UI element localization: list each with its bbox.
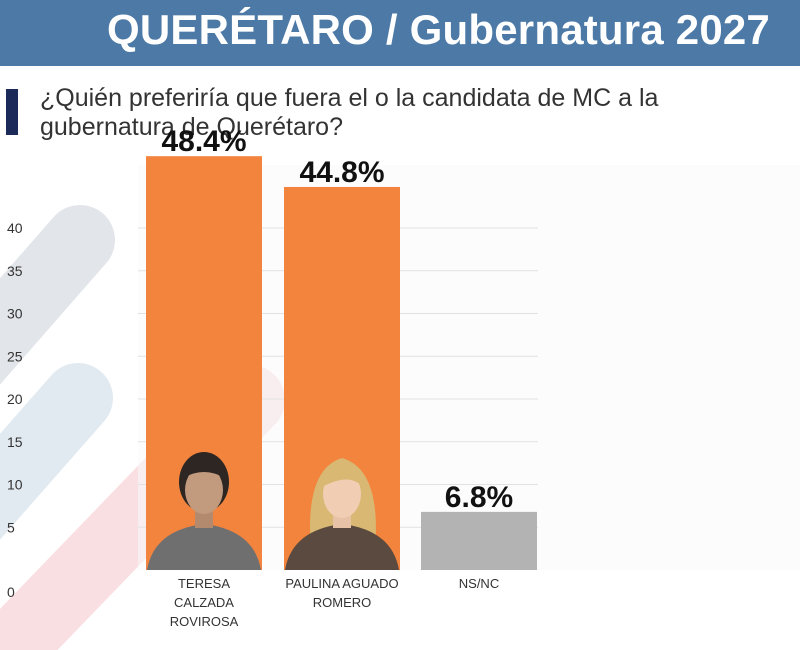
question-accent-bar xyxy=(6,89,18,135)
watermark-stroke-blue xyxy=(0,363,113,540)
x-category-label: NS/NC xyxy=(459,576,499,591)
y-tick-label: 25 xyxy=(7,348,23,364)
survey-question: ¿Quién preferiría que fuera el o la cand… xyxy=(40,84,659,141)
x-category-label: TERESA xyxy=(178,576,230,591)
candidate-photo xyxy=(285,458,399,570)
y-tick-label: 40 xyxy=(7,220,23,236)
x-category-label: PAULINA AGUADO xyxy=(285,576,398,591)
candidate-photos xyxy=(147,452,399,570)
y-tick-label: 20 xyxy=(7,391,23,407)
y-tick-label: 35 xyxy=(7,263,23,279)
bar-value-label: 6.8% xyxy=(445,481,513,514)
bar-value-label: 44.8% xyxy=(299,156,384,189)
bar xyxy=(421,511,537,570)
category-labels: TERESA CALZADA ROVIROSA PAULINA AGUADO ROMER… xyxy=(170,576,500,629)
y-tick-label: 10 xyxy=(7,477,23,493)
y-tick-label: 15 xyxy=(7,434,23,450)
header-banner: QUERÉTARO / Gubernatura 2027 xyxy=(0,0,800,66)
y-tick-label: 5 xyxy=(7,519,15,535)
y-tick-label: 30 xyxy=(7,306,23,322)
x-category-label: ROMERO xyxy=(313,595,372,610)
bar-value-label: 48.4% xyxy=(161,125,246,158)
y-axis: 0 5 10 15 20 25 30 35 40 xyxy=(7,220,23,600)
candidate-photo xyxy=(147,452,261,570)
watermark-stroke-gray xyxy=(0,205,115,385)
value-labels: 48.4% 44.8% 6.8% xyxy=(161,125,513,514)
y-tick-label: 0 xyxy=(7,584,15,600)
x-category-label: CALZADA xyxy=(174,595,234,610)
page-title: QUERÉTARO / Gubernatura 2027 xyxy=(107,6,770,53)
x-category-label: ROVIROSA xyxy=(170,614,239,629)
